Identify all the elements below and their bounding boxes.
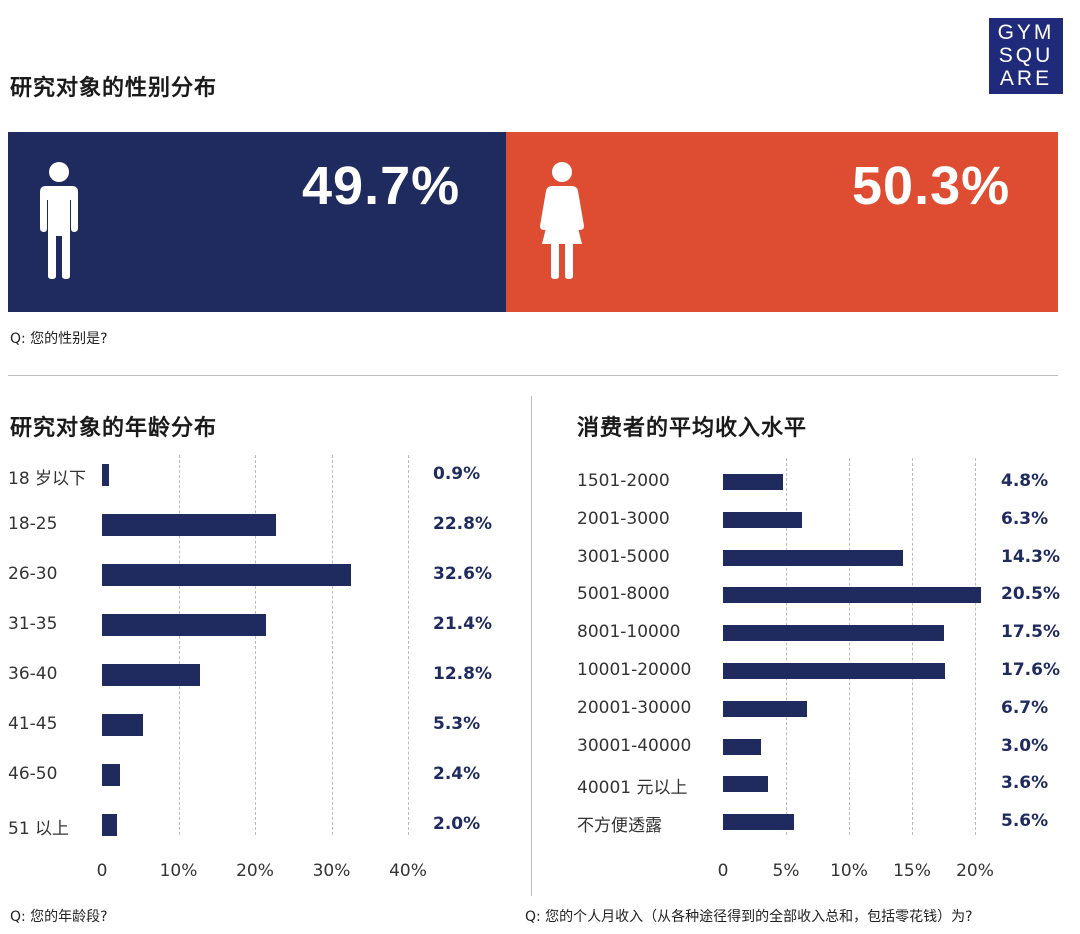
bar bbox=[102, 614, 266, 636]
logo-line: SQU bbox=[998, 44, 1054, 67]
category-label: 36-40 bbox=[8, 664, 58, 684]
gridline bbox=[975, 458, 976, 835]
bar bbox=[102, 714, 143, 736]
category-label: 10001-20000 bbox=[577, 660, 692, 680]
x-tick-label: 30% bbox=[312, 861, 351, 881]
value-label: 3.0% bbox=[1001, 735, 1049, 756]
bar bbox=[102, 814, 118, 836]
gridline bbox=[408, 455, 409, 835]
male-percentage: 49.7% bbox=[302, 156, 461, 216]
female-panel bbox=[506, 132, 1058, 312]
category-label: 20001-30000 bbox=[577, 697, 692, 718]
category-label: 31-35 bbox=[8, 614, 58, 634]
value-label: 2.0% bbox=[433, 814, 481, 834]
income-question: Q: 您的个人月收入（从各种途径得到的全部收入总和，包括零花钱）为? bbox=[525, 909, 973, 925]
age-question: Q: 您的年龄段? bbox=[10, 909, 108, 925]
x-tick-label: 20% bbox=[956, 861, 994, 881]
category-label: 2001-3000 bbox=[577, 508, 670, 529]
value-label: 4.8% bbox=[1001, 471, 1049, 491]
x-tick-label: 5% bbox=[772, 861, 800, 881]
value-label: 6.7% bbox=[1001, 697, 1049, 718]
gridline bbox=[255, 455, 256, 835]
bar bbox=[723, 474, 784, 490]
category-label: 26-30 bbox=[8, 564, 58, 584]
bar bbox=[102, 514, 277, 536]
bar bbox=[102, 664, 200, 686]
bar bbox=[102, 464, 109, 486]
gridline bbox=[178, 455, 180, 835]
vertical-divider bbox=[531, 396, 532, 896]
gridline bbox=[912, 458, 913, 835]
income-title: 消费者的平均收入水平 bbox=[577, 416, 808, 441]
category-label: 8001-10000 bbox=[577, 622, 681, 643]
bar bbox=[102, 764, 121, 786]
bar bbox=[723, 549, 904, 566]
age-title: 研究对象的年龄分布 bbox=[10, 416, 218, 441]
value-label: 5.6% bbox=[1001, 811, 1049, 832]
x-tick-label: 15% bbox=[893, 861, 931, 881]
bar bbox=[723, 511, 803, 528]
value-label: 3.6% bbox=[1001, 773, 1049, 794]
category-label: 18-25 bbox=[8, 514, 58, 534]
value-label: 14.3% bbox=[1001, 546, 1060, 567]
bar bbox=[723, 625, 944, 642]
gender-title: 研究对象的性别分布 bbox=[10, 76, 218, 101]
bar bbox=[723, 663, 945, 679]
bar bbox=[723, 776, 769, 793]
horizontal-divider bbox=[8, 375, 1058, 376]
x-tick-label: 0 bbox=[96, 861, 108, 881]
value-label: 2.4% bbox=[433, 764, 481, 784]
value-label: 6.3% bbox=[1001, 508, 1049, 529]
bar bbox=[723, 587, 982, 604]
category-label: 46-50 bbox=[8, 764, 58, 784]
category-label: 5001-8000 bbox=[577, 584, 670, 605]
category-label: 51 以上 bbox=[8, 819, 70, 839]
gridline bbox=[331, 455, 333, 835]
value-label: 21.4% bbox=[433, 614, 492, 634]
gridline bbox=[786, 458, 787, 835]
gender-question: Q: 您的性别是? bbox=[10, 331, 108, 347]
value-label: 5.3% bbox=[433, 714, 481, 734]
category-label: 不方便透露 bbox=[577, 816, 662, 837]
bar bbox=[723, 814, 794, 831]
bar bbox=[723, 738, 761, 755]
value-label: 20.5% bbox=[1001, 584, 1060, 605]
value-label: 17.5% bbox=[1001, 622, 1060, 643]
x-tick-label: 10% bbox=[830, 861, 868, 881]
category-label: 40001 元以上 bbox=[577, 778, 688, 799]
category-label: 41-45 bbox=[8, 714, 58, 734]
value-label: 22.8% bbox=[433, 514, 492, 534]
category-label: 18 岁以下 bbox=[8, 469, 87, 489]
female-percentage: 50.3% bbox=[852, 156, 1011, 216]
value-label: 0.9% bbox=[433, 464, 481, 484]
x-tick-label: 20% bbox=[236, 861, 274, 881]
bar bbox=[723, 700, 808, 717]
value-label: 32.6% bbox=[433, 564, 492, 584]
value-label: 17.6% bbox=[1001, 660, 1060, 680]
female-icon bbox=[540, 162, 584, 279]
category-label: 3001-5000 bbox=[577, 546, 670, 567]
gymsquare-logo: GYM SQU ARE bbox=[989, 18, 1063, 94]
x-tick-label: 0 bbox=[717, 861, 729, 881]
gridline bbox=[849, 458, 850, 835]
x-tick-label: 40% bbox=[389, 861, 427, 881]
logo-line: GYM bbox=[997, 21, 1055, 44]
category-label: 1501-2000 bbox=[577, 471, 670, 491]
x-tick-label: 10% bbox=[159, 861, 198, 881]
logo-line: ARE bbox=[999, 67, 1053, 90]
value-label: 12.8% bbox=[433, 664, 492, 684]
bar bbox=[102, 564, 352, 586]
male-panel bbox=[8, 132, 506, 312]
male-icon bbox=[40, 162, 78, 279]
category-label: 30001-40000 bbox=[577, 735, 692, 756]
